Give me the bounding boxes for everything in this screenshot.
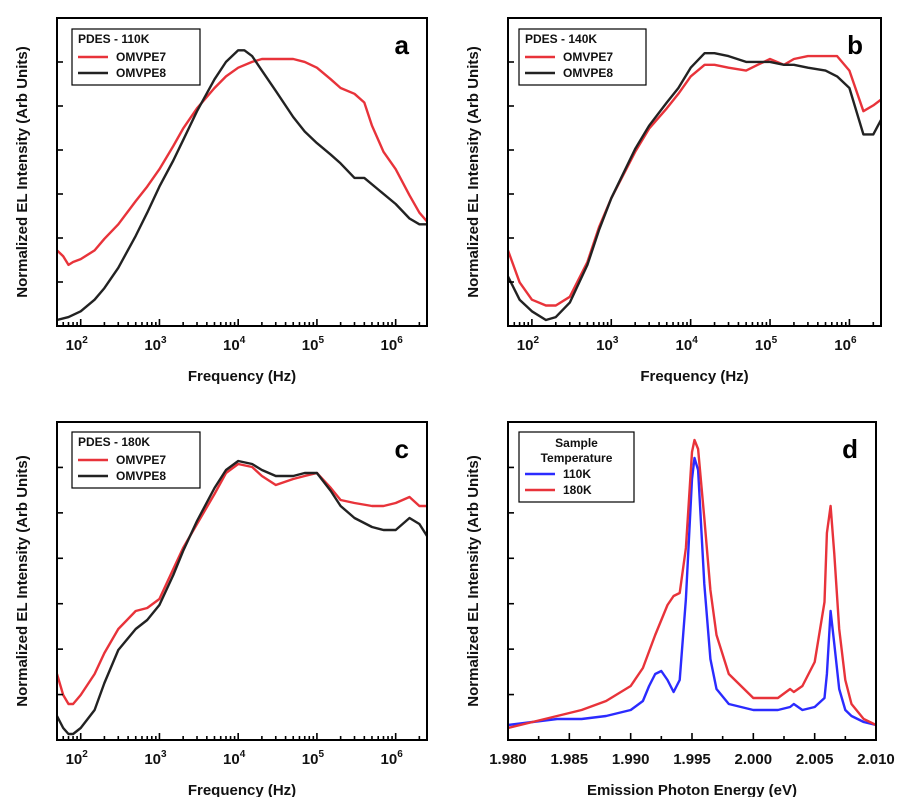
legend-item: 180K [563,483,592,497]
x-tick-label: 2.005 [796,751,834,768]
series-line-180k [508,438,876,730]
x-axis-label: Frequency (Hz) [188,368,296,385]
panel-c: 102 103 104 105 106 Frequency (Hz) Normalized … [14,421,428,797]
series-line-110k [508,456,876,727]
legend-item: OMVPE7 [116,50,166,64]
plot-frame [56,421,428,741]
legend-title: PDES - 180K [78,435,150,449]
x-tick-label: 105 [755,335,778,354]
x-tick-label: 105 [302,335,325,354]
legend-item: OMVPE8 [116,469,166,483]
x-tick-label: 102 [66,749,89,768]
legend-title: Temperature [541,451,613,465]
x-tick-label: 105 [302,749,325,768]
series-line-omvpe7 [57,462,427,706]
x-tick-label: 2.000 [735,751,773,768]
series-line-omvpe8 [57,459,427,736]
x-tick-label: 106 [381,335,404,354]
x-tick-label: 102 [517,335,540,354]
legend: PDES - 110K OMVPE7 OMVPE8 [71,28,201,86]
panel-letter: a [395,30,410,60]
panel-letter: c [395,434,409,464]
legend-item: OMVPE8 [563,66,613,80]
legend-item: OMVPE8 [116,66,166,80]
series-line-omvpe7 [508,54,881,307]
y-axis-label: Normalized EL Intensity (Arb Units) [465,46,482,297]
series-line-omvpe8 [508,52,881,322]
panel-letter: d [842,434,858,464]
x-tick-label: 104 [223,749,246,768]
legend-title: PDES - 110K [78,32,150,46]
panel-b: 102 103 104 105 106 Frequency (Hz) Normalized … [465,17,882,385]
legend-title: PDES - 140K [525,32,597,46]
legend: PDES - 140K OMVPE7 OMVPE8 [518,28,647,86]
x-tick-label: 1.985 [551,751,589,768]
y-axis-label: Normalized EL Intensity (Arb Units) [14,455,31,706]
x-tick-label: 1.995 [673,751,711,768]
x-tick-label: 106 [834,335,857,354]
panel-letter: b [847,30,863,60]
x-tick-label: 1.990 [612,751,650,768]
x-axis-label: Frequency (Hz) [188,782,296,797]
series-line-omvpe8 [57,49,427,322]
legend-item: OMVPE7 [116,453,166,467]
x-tick-label: 103 [596,335,619,354]
panel-d: 1.980 1.985 1.990 1.995 2.000 2.005 2.010 Emiss… [465,421,895,797]
plot-frame [56,17,428,327]
legend-item: 110K [563,467,591,481]
legend-item: OMVPE7 [563,50,613,64]
series-line-omvpe7 [57,57,427,267]
plot-frame [507,17,882,327]
x-tick-label: 2.010 [857,751,895,768]
legend-title: Sample [555,436,598,450]
x-axis-label: Frequency (Hz) [640,368,748,385]
y-axis-label: Normalized EL Intensity (Arb Units) [14,46,31,297]
y-axis-label: Normalized EL Intensity (Arb Units) [465,455,482,706]
x-tick-label: 103 [144,749,167,768]
x-tick-label: 104 [223,335,246,354]
x-tick-label: 104 [676,335,699,354]
legend: PDES - 180K OMVPE7 OMVPE8 [71,431,201,489]
x-axis-label: Emission Photon Energy (eV) [587,782,797,797]
panel-a: 102 103 104 105 106 Frequency (Hz) Normalized … [14,17,428,385]
x-tick-label: 106 [381,749,404,768]
x-tick-label: 1.980 [489,751,527,768]
x-tick-label: 102 [66,335,89,354]
x-tick-label: 103 [144,335,167,354]
